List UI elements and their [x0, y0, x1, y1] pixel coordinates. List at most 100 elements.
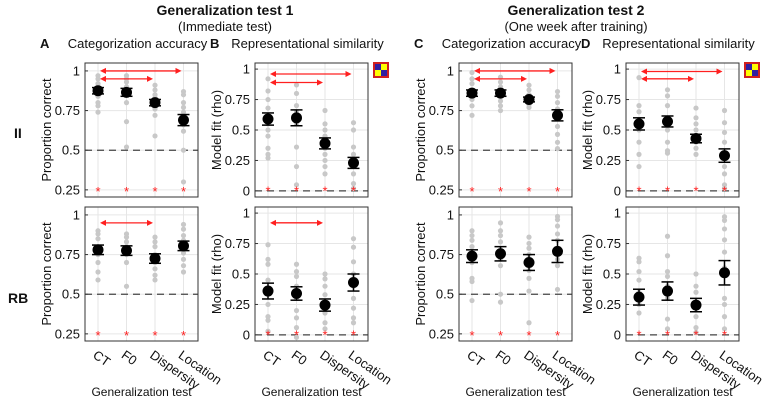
header-title-1: Generalization test 1 — [157, 2, 294, 18]
xtick-label: CT — [464, 347, 487, 369]
panel-d-rb: 00.250.50.751* * * *Model fit (rho)CT F0 Disp… — [580, 206, 766, 399]
mean-marker — [262, 285, 274, 297]
data-point — [265, 314, 271, 320]
ytick-label: 1 — [243, 62, 250, 77]
data-point — [350, 144, 357, 150]
mean-marker — [149, 97, 161, 109]
data-point — [693, 145, 699, 151]
arrowhead-left — [641, 75, 647, 82]
data-point — [322, 271, 328, 277]
ytick-label: 0.5 — [603, 267, 621, 282]
data-point — [350, 244, 357, 250]
significance-star: * — [469, 328, 474, 343]
data-point — [664, 93, 671, 99]
data-point — [350, 259, 357, 265]
xtick-label: CT — [260, 347, 283, 369]
ytick-label: 1 — [73, 207, 80, 222]
data-point — [636, 310, 642, 316]
data-point — [721, 139, 728, 145]
data-point — [469, 76, 475, 82]
significance-star: * — [498, 184, 503, 199]
data-point — [293, 273, 300, 280]
data-point — [180, 109, 187, 115]
data-point — [526, 234, 532, 240]
data-point — [636, 109, 642, 115]
mean-marker — [121, 245, 132, 257]
icon-cell — [381, 70, 387, 76]
significance-star: * — [526, 328, 531, 343]
data-point — [265, 88, 271, 94]
data-point — [554, 146, 561, 152]
data-point — [293, 103, 300, 109]
y-axis-label: Proportion correct — [413, 222, 428, 326]
panel-title: Categorization accuracy — [442, 36, 582, 51]
xtick-label: CT — [631, 347, 654, 369]
y-axis-label: Proportion correct — [39, 78, 54, 182]
data-point — [469, 244, 475, 250]
y-axis-label: Model fit (rho) — [209, 90, 224, 170]
data-point — [526, 288, 532, 294]
data-point — [693, 271, 699, 277]
data-point — [322, 171, 328, 177]
data-point — [469, 69, 475, 76]
data-point — [554, 286, 561, 293]
data-point — [693, 115, 699, 121]
mean-marker — [92, 85, 104, 97]
data-point — [350, 120, 357, 126]
significance-star: * — [322, 184, 327, 199]
ytick-label: 0 — [614, 183, 621, 198]
mean-marker — [719, 150, 730, 162]
mean-marker — [92, 244, 104, 256]
ytick-label: 0.25 — [429, 182, 454, 197]
data-point — [721, 171, 728, 177]
data-point — [721, 120, 728, 126]
mean-marker — [523, 93, 535, 105]
ytick-label: 0.25 — [55, 182, 80, 197]
data-point — [350, 151, 357, 157]
mean-marker — [319, 137, 331, 149]
data-point — [293, 315, 300, 321]
data-point — [152, 234, 158, 240]
plot-frame — [84, 62, 199, 198]
data-point — [265, 277, 271, 283]
significance-star: * — [636, 184, 641, 199]
icon-cell — [746, 70, 752, 76]
mean-marker — [149, 253, 161, 265]
plot-frame — [625, 62, 740, 198]
panel-title: Representational similarity — [602, 36, 755, 51]
arrowhead-left — [270, 70, 276, 77]
significance-star: * — [265, 328, 270, 343]
x-axis-label: Generalization test — [632, 385, 733, 399]
plot-frame — [254, 62, 369, 198]
data-point — [123, 119, 130, 125]
icon-cell — [752, 70, 758, 76]
data-point — [469, 103, 475, 109]
data-point — [664, 253, 671, 259]
data-point — [497, 220, 504, 226]
significance-star: * — [181, 328, 186, 343]
significance-star: * — [555, 328, 560, 343]
data-point — [721, 163, 728, 170]
significance-star: * — [351, 184, 356, 199]
ytick-label: 0.25 — [55, 326, 80, 341]
mean-marker — [178, 114, 189, 126]
ytick-label: 0.5 — [436, 143, 454, 158]
data-point — [497, 107, 504, 114]
data-point — [265, 328, 271, 334]
data-point — [293, 182, 300, 188]
data-point — [554, 231, 561, 237]
data-point — [265, 256, 271, 262]
data-point — [693, 151, 699, 157]
data-point — [95, 231, 101, 237]
data-point — [322, 151, 328, 157]
data-point — [123, 144, 130, 150]
data-point — [554, 223, 561, 229]
data-point — [721, 214, 728, 220]
panel-title: Categorization accuracy — [68, 36, 208, 51]
ytick-label: 0.75 — [596, 236, 621, 251]
data-point — [721, 314, 728, 320]
data-point — [554, 100, 561, 106]
data-point — [265, 317, 271, 323]
data-point — [469, 278, 475, 285]
data-point — [636, 268, 642, 275]
